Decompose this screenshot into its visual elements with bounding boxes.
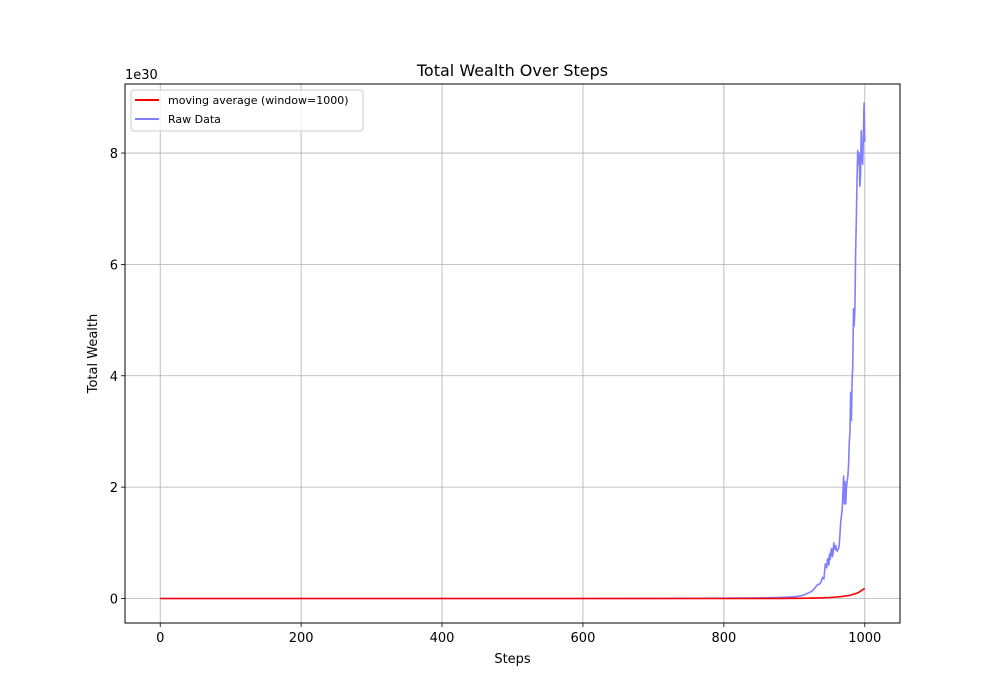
y-axis-label: Total Wealth (86, 314, 101, 395)
plot-area (125, 84, 900, 623)
y-axis-offset-label: 1e30 (125, 68, 158, 83)
plot-frame (124, 83, 901, 624)
x-axis-label: Steps (494, 652, 531, 667)
x-axis: 0 200 400 600 800 1000 (156, 623, 881, 646)
legend-entry-raw-data: Raw Data (168, 113, 221, 126)
series-layer (160, 102, 866, 600)
y-axis: 0 2 4 6 8 (110, 147, 125, 608)
chart-title: Total Wealth Over Steps (416, 61, 608, 80)
y-tick-label: 4 (110, 370, 118, 385)
legend: moving average (window=1000) Raw Data (130, 89, 364, 132)
x-tick-label: 0 (156, 631, 164, 646)
x-tick-label: 200 (289, 631, 314, 646)
series-line-raw-data (160, 102, 866, 600)
legend-box (130, 89, 364, 132)
x-tick-label: 600 (571, 631, 596, 646)
x-tick-label: 1000 (848, 631, 881, 646)
legend-entry-moving-average: moving average (window=1000) (168, 94, 349, 107)
y-tick-label: 2 (110, 481, 118, 496)
y-tick-label: 8 (110, 147, 118, 162)
series-line-moving-average (160, 587, 866, 600)
y-tick-label: 6 (110, 258, 118, 273)
y-tick-label: 0 (110, 593, 118, 608)
x-tick-label: 400 (430, 631, 455, 646)
x-tick-label: 800 (711, 631, 736, 646)
